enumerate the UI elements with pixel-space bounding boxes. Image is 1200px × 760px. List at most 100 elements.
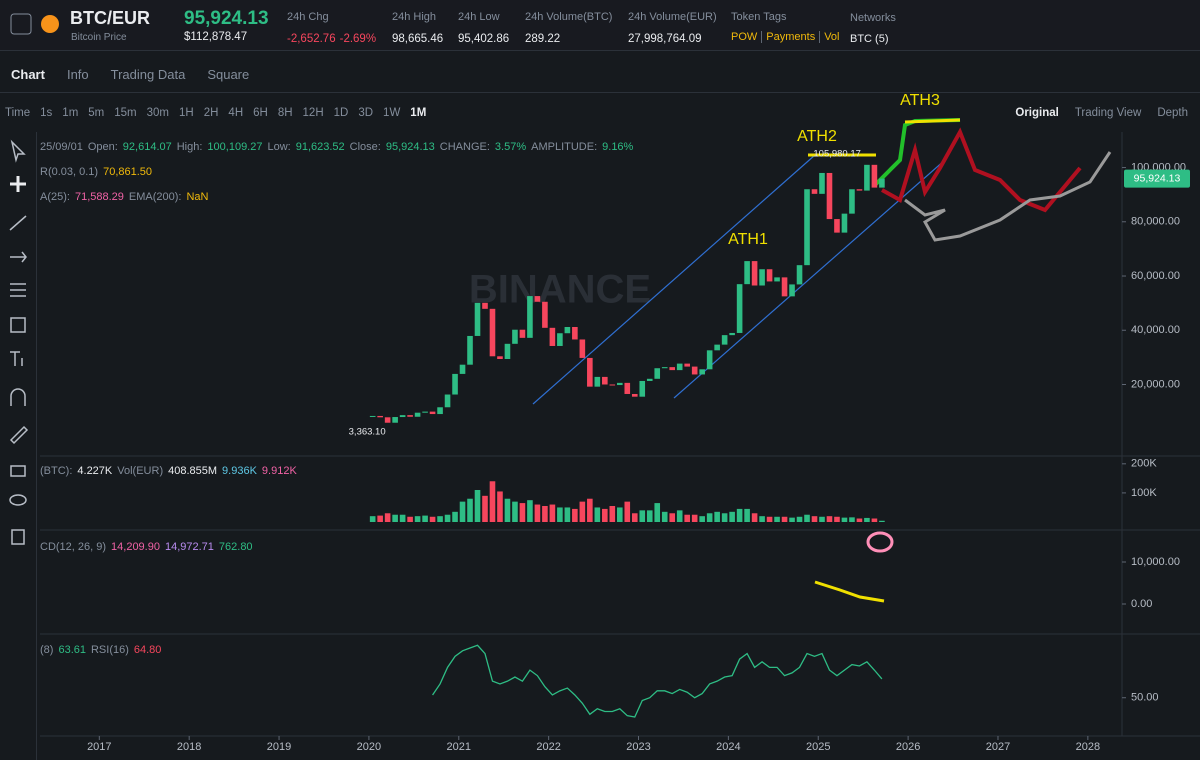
tab[interactable]: Info — [66, 66, 89, 82]
candle — [714, 344, 720, 351]
y-tick-label: 50.00 — [1131, 692, 1159, 704]
interval[interactable]: 1m — [62, 107, 79, 119]
volume-bar — [811, 516, 818, 522]
volume-bar — [639, 510, 646, 522]
tool[interactable] — [9, 425, 29, 445]
volume-bar — [826, 516, 833, 522]
info-text: 64.80 — [133, 644, 162, 656]
pair[interactable]: BTC/EUR — [70, 8, 150, 28]
stat-extra: -2.69% — [339, 33, 377, 45]
interval[interactable]: 15m — [114, 107, 137, 119]
tags-label: Token Tags — [731, 11, 787, 23]
tool[interactable] — [11, 529, 25, 545]
info-text: 95,924.13 — [385, 141, 435, 153]
interval[interactable]: 6H — [253, 107, 268, 119]
candle — [819, 172, 825, 194]
tag[interactable]: Payments — [761, 31, 820, 43]
candle — [407, 415, 413, 417]
volume-bar — [579, 501, 586, 522]
stat: 24h Chg -2,652.76 -2.69% — [287, 11, 376, 47]
candle — [684, 363, 690, 367]
info-text: 4.227K — [77, 465, 113, 477]
interval[interactable]: 3D — [358, 107, 374, 119]
info-text: High: — [176, 141, 203, 153]
interval[interactable]: 1M — [410, 107, 427, 119]
volume-bar — [774, 516, 780, 522]
tab[interactable]: Square — [207, 66, 250, 82]
interval[interactable]: 4H — [228, 107, 244, 119]
tabs: Chart Info Trading Data Square — [0, 56, 1200, 93]
interval[interactable]: 30m — [146, 107, 170, 119]
candle — [512, 329, 518, 344]
candle — [534, 296, 541, 302]
volume-bar — [699, 516, 705, 522]
volume-bar — [452, 511, 458, 522]
drawing — [814, 580, 885, 603]
view[interactable]: Original — [1015, 107, 1059, 119]
tool[interactable] — [10, 465, 26, 477]
volume-bar — [819, 516, 825, 522]
volume-bar — [557, 507, 563, 522]
volume-bar — [841, 517, 848, 522]
volume-bar — [572, 508, 578, 522]
tab[interactable]: Chart — [11, 66, 45, 82]
volume-bar — [766, 516, 773, 522]
info-text: 91,623.52 — [295, 141, 345, 153]
info-text: Close: — [349, 141, 381, 153]
info-line: (BTC): 4.227K Vol(EUR) 408.855M 9.936K 9.912K — [40, 465, 302, 477]
interval[interactable]: 12H — [302, 107, 324, 119]
candle — [437, 407, 443, 415]
candle — [699, 369, 705, 375]
candle — [676, 363, 683, 371]
info-text: 100,109.27 — [207, 141, 263, 153]
candle — [482, 302, 488, 309]
interval[interactable]: 8H — [277, 107, 293, 119]
stat-value: 289.22 — [525, 33, 561, 45]
tool[interactable] — [10, 317, 26, 333]
interval[interactable]: 1s — [40, 107, 53, 119]
stat: 24h Volume(EUR) 27,998,764.09 — [628, 11, 717, 47]
x-tick-label: 2028 — [1076, 741, 1100, 753]
candle — [826, 172, 833, 220]
subtitle: Bitcoin Price — [71, 32, 127, 43]
tag[interactable]: Vol — [819, 31, 844, 43]
candle — [489, 308, 496, 357]
tab[interactable]: Trading Data — [110, 66, 186, 82]
info-text: 25/09/01 — [40, 141, 83, 153]
interval[interactable]: Time — [5, 107, 31, 119]
stat-label: 24h Volume(BTC) — [525, 11, 613, 23]
interval[interactable]: 2H — [203, 107, 219, 119]
tool[interactable] — [10, 176, 26, 192]
annotation: ATH1 — [728, 231, 768, 248]
volume-bar — [549, 504, 556, 522]
y-tick-label: 10,000.00 — [1131, 556, 1180, 568]
interval[interactable]: 1W — [383, 107, 401, 119]
drawing — [904, 118, 961, 124]
watermark: BINANCE — [469, 268, 651, 312]
view[interactable]: Depth — [1157, 107, 1188, 119]
info-text: Low: — [267, 141, 291, 153]
tool[interactable] — [10, 351, 23, 366]
candle — [804, 189, 810, 266]
tag[interactable]: POW — [731, 31, 758, 43]
volume-bar — [744, 508, 750, 522]
tool[interactable] — [10, 388, 26, 406]
interval[interactable]: 5m — [88, 107, 105, 119]
interval[interactable]: 1D — [333, 107, 349, 119]
tool[interactable] — [10, 139, 26, 163]
volume-bar — [646, 510, 653, 522]
tool[interactable] — [10, 251, 27, 263]
view[interactable]: Trading View — [1074, 107, 1142, 119]
coin-icon — [41, 15, 59, 33]
tool[interactable] — [9, 494, 27, 506]
tool[interactable] — [10, 283, 26, 297]
candle — [504, 343, 511, 359]
candle — [602, 376, 608, 385]
interval[interactable]: 1H — [179, 107, 194, 119]
candle — [616, 382, 623, 386]
tool-icons — [9, 139, 29, 545]
tool[interactable] — [9, 215, 27, 231]
volume-bar — [399, 514, 406, 522]
stat-value: 95,402.86 — [458, 33, 510, 45]
